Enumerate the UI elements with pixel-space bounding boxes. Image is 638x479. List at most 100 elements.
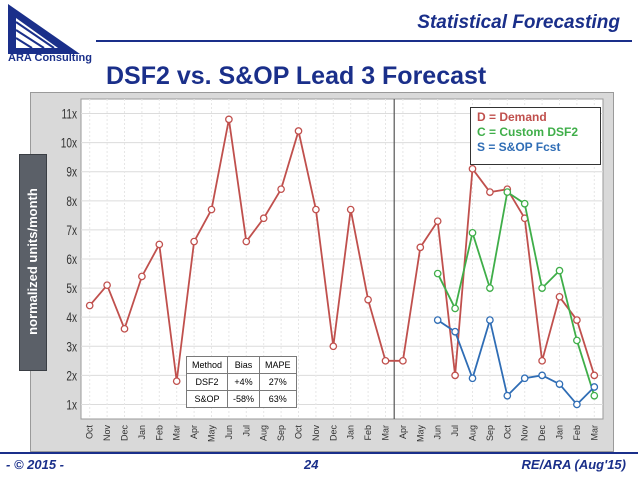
data-point-sop	[451, 327, 459, 336]
table-cell: 27%	[259, 373, 297, 391]
data-point-demand	[364, 295, 372, 304]
data-point-demand	[155, 240, 164, 249]
x-tick-label: Dec	[328, 425, 338, 442]
data-point-custom-dsf2	[590, 391, 599, 400]
x-tick-label: Dec	[537, 425, 547, 442]
data-point-custom-dsf2	[451, 304, 459, 313]
table-header-cell: Bias	[227, 356, 261, 374]
data-point-demand	[294, 127, 303, 135]
x-tick-label: Oct	[502, 425, 512, 440]
y-axis-label-box	[19, 154, 47, 371]
x-tick-label: Jan	[346, 425, 356, 440]
data-point-custom-dsf2	[555, 266, 564, 275]
x-tick-label: Jan	[137, 425, 147, 440]
ara-logo	[8, 4, 80, 54]
x-tick-label: Jun	[224, 425, 234, 440]
footer-copyright: - © 2015 -	[6, 457, 64, 472]
y-tick-label: 9x	[66, 164, 77, 180]
data-point-demand	[242, 237, 251, 246]
data-point-demand	[346, 205, 355, 214]
data-point-demand	[381, 356, 390, 365]
data-point-custom-dsf2	[573, 336, 581, 345]
series-line-sop	[437, 316, 595, 406]
data-point-sop	[590, 383, 599, 391]
x-tick-label: Mar	[589, 425, 599, 441]
data-point-demand	[468, 164, 477, 173]
data-point-sop	[468, 374, 477, 383]
x-tick-label: Nov	[311, 425, 321, 442]
data-point-demand	[277, 185, 285, 194]
section-title: Statistical Forecasting	[417, 12, 620, 33]
data-point-sop	[486, 316, 494, 324]
x-tick-label: Nov	[520, 425, 530, 442]
y-tick-label: 4x	[66, 310, 77, 326]
x-tick-label: Jul	[241, 425, 251, 437]
table-header-cell: MAPE	[259, 356, 297, 374]
data-point-demand	[190, 237, 198, 246]
x-tick-label: Apr	[189, 425, 199, 439]
footer-page-number: 24	[304, 457, 319, 472]
table-header-row: Method Bias MAPE	[185, 356, 297, 374]
y-tick-label: 1x	[66, 397, 77, 413]
data-point-custom-dsf2	[520, 199, 529, 208]
data-point-sop	[520, 374, 529, 383]
data-point-demand	[225, 115, 233, 124]
legend-item-demand: D = Demand	[477, 110, 547, 124]
data-point-demand	[433, 217, 442, 226]
x-tick-label: Aug	[468, 425, 478, 441]
data-point-demand	[120, 324, 129, 333]
data-point-demand	[486, 188, 494, 196]
data-point-demand	[538, 356, 546, 365]
y-tick-label: 10x	[61, 135, 77, 151]
table-cell: DSF2	[185, 373, 229, 391]
data-point-sop	[538, 371, 546, 380]
table-cell: +4%	[227, 373, 261, 391]
data-point-demand	[259, 214, 268, 223]
data-point-custom-dsf2	[433, 269, 442, 278]
y-tick-label: 8x	[66, 193, 77, 209]
table-row: S&OP -58% 63%	[185, 390, 297, 408]
y-tick-label: 3x	[66, 339, 77, 355]
y-tick-label: 11x	[62, 106, 77, 122]
data-point-demand	[573, 316, 581, 324]
accuracy-table: Method Bias MAPE DSF2 +4% 27% S&OP -58% …	[185, 356, 297, 408]
x-tick-label: May	[415, 425, 425, 443]
data-point-demand	[172, 377, 181, 386]
x-tick-label: Oct	[85, 425, 95, 440]
x-tick-label: Apr	[398, 425, 408, 439]
table-header-cell: Method	[185, 356, 229, 374]
x-tick-label: Sep	[485, 425, 495, 441]
x-tick-label: Mar	[172, 425, 182, 441]
legend-item-custom-dsf2: C = Custom DSF2	[477, 125, 579, 139]
data-point-demand	[207, 205, 216, 214]
x-tick-label: Feb	[363, 425, 373, 441]
x-tick-label: Dec	[120, 425, 130, 442]
x-tick-label: Feb	[572, 425, 582, 441]
data-point-demand	[312, 205, 320, 214]
data-point-sop	[433, 316, 442, 324]
y-axis-label: normalized units/month	[24, 188, 40, 335]
series-line-custom-dsf2	[436, 190, 596, 396]
data-point-demand	[555, 292, 564, 301]
data-point-demand	[329, 342, 338, 351]
table-cell: -58%	[227, 390, 261, 408]
x-tick-label: May	[207, 425, 217, 443]
data-point-custom-dsf2	[486, 284, 494, 292]
y-tick-label: 2x	[66, 368, 77, 384]
header-divider	[96, 40, 632, 42]
data-point-demand	[138, 272, 146, 281]
y-tick-label: 5x	[66, 280, 77, 296]
company-name: ARA Consulting	[8, 52, 92, 64]
data-point-demand	[399, 356, 407, 365]
chart-legend: D = Demand C = Custom DSF2 S = S&OP Fcst	[470, 107, 601, 165]
table-cell: S&OP	[185, 390, 229, 408]
x-tick-label: Mar	[381, 425, 391, 441]
x-tick-label: Aug	[259, 425, 269, 441]
data-point-custom-dsf2	[468, 228, 477, 237]
data-point-custom-dsf2	[538, 284, 546, 292]
data-point-demand	[590, 371, 599, 380]
y-tick-label: 7x	[66, 222, 77, 238]
data-point-custom-dsf2	[503, 188, 512, 196]
slide-title: DSF2 vs. S&OP Lead 3 Forecast	[106, 62, 487, 90]
y-tick-label: 6x	[66, 251, 77, 267]
